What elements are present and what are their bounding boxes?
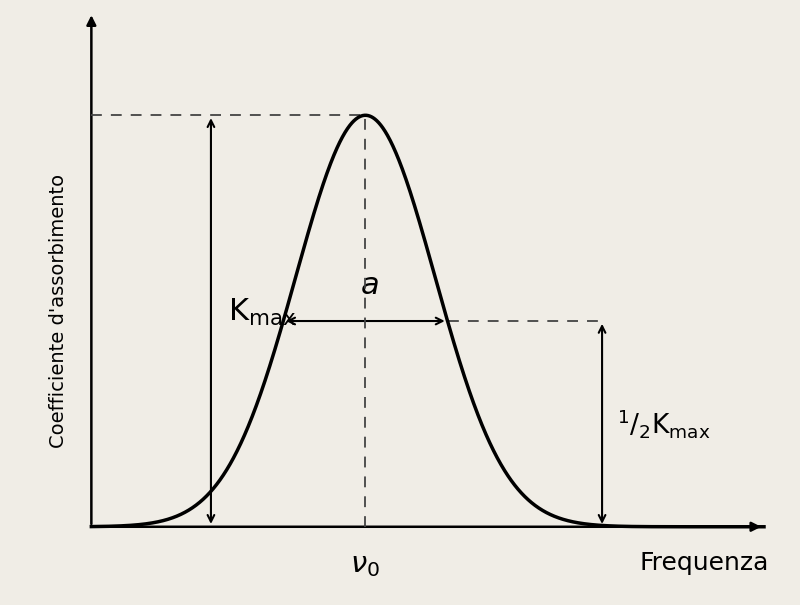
Text: $\mathregular{K}_{\mathregular{max}}$: $\mathregular{K}_{\mathregular{max}}$ xyxy=(228,297,297,329)
Text: Coefficiente d'assorbimento: Coefficiente d'assorbimento xyxy=(50,174,69,448)
Text: $\mathregular{^1/_2}$$\mathregular{K}_{\mathregular{max}}$: $\mathregular{^1/_2}$$\mathregular{K}_{\… xyxy=(617,407,710,440)
Text: Frequenza: Frequenza xyxy=(639,551,769,575)
Text: a: a xyxy=(361,272,380,301)
Text: $\nu_0$: $\nu_0$ xyxy=(350,551,380,580)
